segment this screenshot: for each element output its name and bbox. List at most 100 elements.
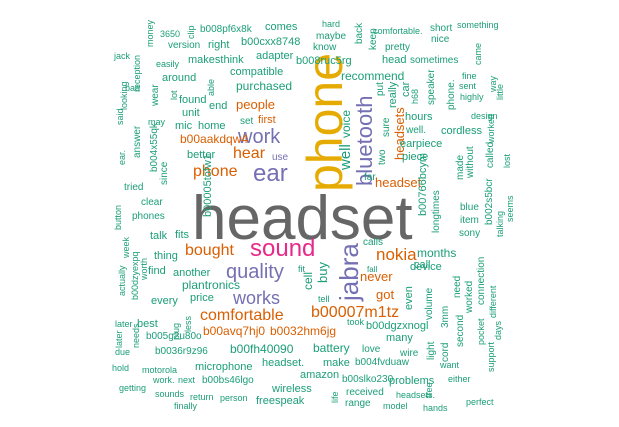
word-b004x55qk: b004x55qk — [149, 123, 160, 172]
word-b00bs46lgo: b00bs46lgo — [202, 375, 254, 386]
word-actually: actually — [117, 265, 127, 296]
word-received: received — [346, 387, 384, 398]
word-got: got — [376, 287, 395, 302]
word-home: home — [198, 120, 226, 132]
word-hear: hear — [233, 145, 266, 162]
word-light: light — [426, 341, 437, 360]
word-hours: hours — [405, 111, 433, 123]
word-freespeak: freespeak — [256, 395, 305, 407]
word-support: support — [486, 341, 496, 372]
word-plug: plug — [171, 322, 181, 340]
word-people: people — [236, 97, 276, 112]
word-works: works — [233, 288, 281, 308]
word-right: right — [208, 39, 230, 51]
word-need: need — [452, 275, 463, 298]
word-different: different — [488, 285, 498, 318]
word-little: little — [495, 83, 505, 100]
word-far: far — [364, 172, 376, 183]
word-b0032hm6jg: b0032hm6jg — [270, 324, 337, 338]
word-b00766bcym: b00766bcym — [417, 153, 429, 216]
word-easily: easily — [156, 59, 180, 69]
word-later: later — [115, 319, 133, 329]
word-h68: h68 — [410, 88, 420, 104]
word-comes: comes — [265, 21, 298, 33]
word-calls: calls — [363, 237, 384, 248]
word-money: money — [145, 19, 155, 47]
word-every: every — [151, 295, 178, 307]
word-b00fh40090: b00fh40090 — [230, 342, 294, 356]
word-may: may — [148, 117, 166, 127]
word-compatible: compatible — [230, 66, 284, 78]
word-worked-2: worked — [486, 113, 496, 143]
word-unit: unit — [182, 107, 200, 119]
word-head: head — [382, 54, 407, 66]
word-work: work — [238, 126, 281, 148]
word-due: due — [115, 347, 131, 357]
word-came: came — [473, 42, 483, 65]
word-without: without — [465, 146, 476, 178]
word-tried: tried — [124, 182, 144, 193]
word-fit: fit — [298, 264, 306, 274]
word-pocket: pocket — [476, 318, 486, 345]
word-called: called — [485, 141, 496, 168]
word-worth: worth — [139, 257, 149, 280]
word-b0036r9z96: b0036r9z96 — [155, 346, 208, 357]
word-perfect: perfect — [466, 397, 494, 407]
word-earpiece: earpiece — [400, 138, 443, 150]
word-3650: 3650 — [160, 29, 181, 39]
word-maybe: maybe — [316, 31, 347, 42]
word-recommend: recommend — [341, 69, 405, 83]
word-quality: quality — [226, 261, 284, 283]
word-well-dot: well. — [406, 125, 427, 136]
word-years: later — [114, 330, 124, 348]
word-pretty: pretty — [385, 42, 411, 53]
word-second: second — [455, 314, 466, 347]
word-device: device — [410, 261, 442, 273]
word-hard: hard — [322, 19, 341, 29]
word-clear: clear — [141, 197, 163, 208]
word-jack: jack — [114, 51, 131, 61]
word-b00005tofw1: b00005tofw1 — [202, 154, 214, 217]
word-b00dgzxnogl: b00dgzxnogl — [366, 320, 429, 332]
word-needs: needs — [131, 323, 141, 348]
word-voice: voice — [339, 109, 353, 138]
word-life: life — [330, 391, 340, 403]
word-price: price — [190, 292, 214, 304]
word-battery: battery — [313, 341, 350, 355]
word-seems: seems — [505, 195, 515, 222]
word-work-dot: work. — [153, 375, 175, 385]
word-design: design — [471, 111, 498, 121]
word-find: find — [148, 265, 166, 277]
word-purchased: purchased — [236, 79, 293, 93]
word-person: person — [220, 393, 248, 403]
word-nokia: nokia — [376, 245, 417, 264]
word-next: next — [178, 375, 196, 385]
word-bought: bought — [185, 242, 234, 259]
word-less: less — [183, 315, 193, 332]
word-wireless: wireless — [272, 383, 312, 395]
word-microphone: microphone — [195, 361, 253, 373]
word-bad: bad — [125, 83, 141, 93]
word-buy: buy — [315, 262, 330, 283]
word-able: able — [206, 78, 216, 96]
word-cordless: cordless — [441, 125, 482, 137]
word-hold: hold — [112, 363, 130, 373]
word-fall: fall — [367, 265, 378, 274]
word-phone-dot: phone. — [446, 79, 457, 110]
word-phones: phones — [132, 211, 165, 222]
word-know: know — [313, 42, 337, 53]
word-try: use — [272, 152, 289, 163]
word-first: first — [258, 114, 276, 126]
word-problems: problems — [389, 375, 435, 387]
word-b008ruc5rg: b008ruc5rg — [296, 55, 352, 67]
word-ear: ear — [253, 160, 288, 187]
word-want: want — [440, 360, 460, 370]
word-call: call — [414, 259, 431, 271]
word-either: either — [448, 374, 471, 384]
word-b00cxx8748: b00cxx8748 — [241, 36, 301, 48]
word-connection: connection — [476, 256, 487, 305]
word-lot: lot — [169, 90, 179, 100]
word-ear-dot: ear. — [117, 149, 127, 165]
word-b00007m1tz: b00007m1tz — [311, 304, 400, 321]
word-days: days — [493, 320, 503, 340]
